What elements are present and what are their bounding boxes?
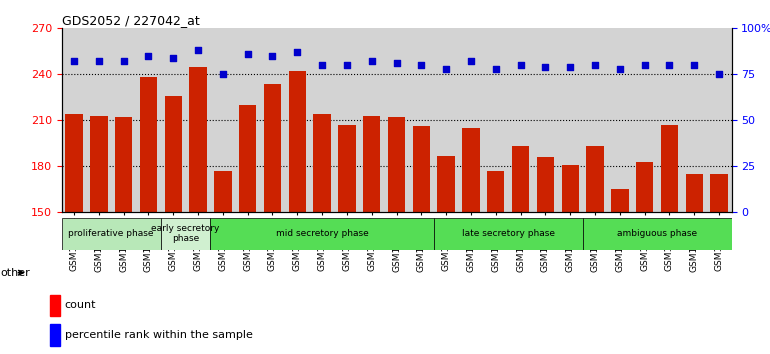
Bar <box>165 96 182 212</box>
Point <box>415 62 427 68</box>
Bar <box>65 114 82 212</box>
Text: percentile rank within the sample: percentile rank within the sample <box>65 330 253 340</box>
Point <box>589 62 601 68</box>
FancyBboxPatch shape <box>161 218 210 250</box>
Point <box>341 62 353 68</box>
Bar <box>561 165 579 212</box>
Point <box>192 47 204 53</box>
FancyBboxPatch shape <box>62 218 161 250</box>
Point <box>713 72 725 77</box>
Point <box>614 66 626 72</box>
Point <box>514 62 527 68</box>
Point <box>564 64 577 70</box>
Point <box>490 66 502 72</box>
Bar <box>313 114 331 212</box>
Point <box>216 72 229 77</box>
Bar <box>512 147 529 212</box>
Bar <box>50 295 60 316</box>
Bar <box>685 174 703 212</box>
Bar <box>289 71 306 212</box>
Bar <box>264 84 281 212</box>
Bar <box>487 171 504 212</box>
Bar <box>388 117 405 212</box>
Bar <box>711 174 728 212</box>
Bar <box>363 116 380 212</box>
Bar <box>338 125 356 212</box>
Text: early secretory
phase: early secretory phase <box>152 224 220 243</box>
Bar <box>587 147 604 212</box>
Point <box>539 64 551 70</box>
Bar <box>437 156 455 212</box>
Bar <box>636 162 653 212</box>
Text: count: count <box>65 301 96 310</box>
Point <box>366 59 378 64</box>
Bar <box>239 105 256 212</box>
Bar <box>50 324 60 346</box>
Bar <box>214 171 232 212</box>
Bar <box>115 117 132 212</box>
FancyBboxPatch shape <box>210 218 434 250</box>
Bar <box>462 128 480 212</box>
Text: mid secretory phase: mid secretory phase <box>276 229 369 238</box>
Text: other: other <box>1 268 31 278</box>
Point <box>242 51 254 57</box>
Point <box>316 62 328 68</box>
Bar <box>413 126 430 212</box>
Point <box>688 62 701 68</box>
Text: GDS2052 / 227042_at: GDS2052 / 227042_at <box>62 14 199 27</box>
Point <box>266 53 279 59</box>
Text: ambiguous phase: ambiguous phase <box>617 229 697 238</box>
Bar <box>611 189 628 212</box>
Point <box>465 59 477 64</box>
Point <box>167 55 179 61</box>
Text: proliferative phase: proliferative phase <box>69 229 154 238</box>
Point <box>68 59 80 64</box>
Point <box>142 53 155 59</box>
Bar <box>140 78 157 212</box>
FancyBboxPatch shape <box>434 218 583 250</box>
Bar <box>661 125 678 212</box>
Bar <box>90 116 108 212</box>
Point <box>390 61 403 66</box>
Bar <box>537 157 554 212</box>
Point <box>291 50 303 55</box>
FancyBboxPatch shape <box>583 218 732 250</box>
Bar <box>189 67 206 212</box>
Text: late secretory phase: late secretory phase <box>462 229 554 238</box>
Point <box>663 62 675 68</box>
Point <box>92 59 105 64</box>
Point <box>118 59 130 64</box>
Point <box>440 66 452 72</box>
Point <box>638 62 651 68</box>
